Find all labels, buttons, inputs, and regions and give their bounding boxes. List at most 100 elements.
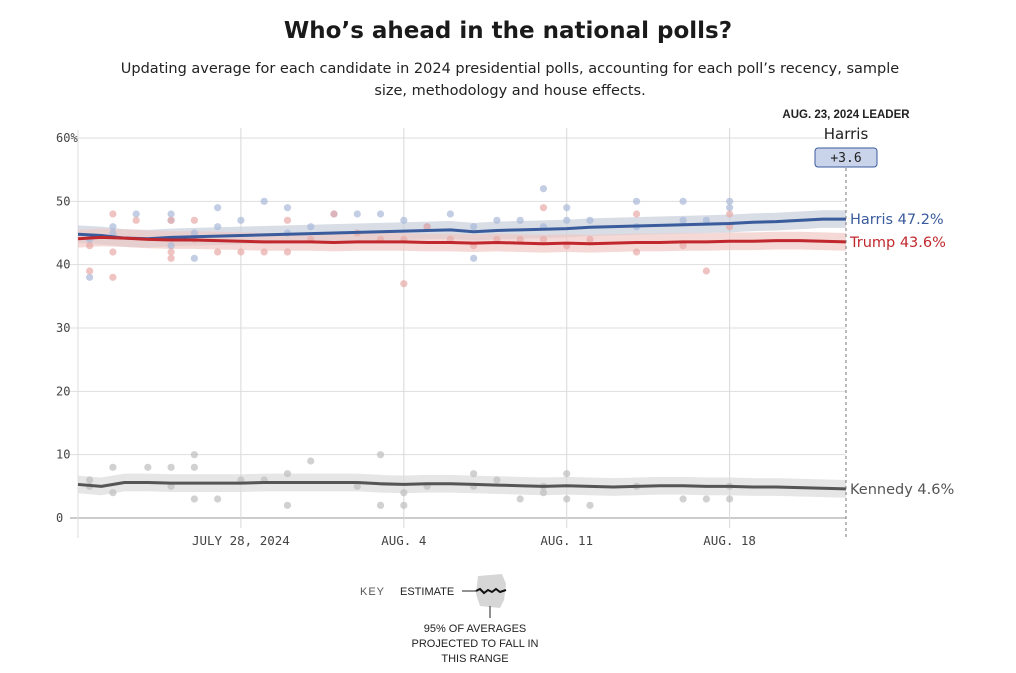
chart-title: Who’s ahead in the national polls? [283, 18, 733, 44]
average-line [77, 235, 847, 246]
x-tick-label: AUG. 4 [381, 533, 426, 548]
poll-dot [632, 210, 641, 218]
confidence-band [78, 473, 846, 498]
poll-dot [214, 248, 222, 256]
y-tick-label: 10 [56, 448, 70, 462]
poll-dot [190, 216, 198, 224]
grid: 0 10 20 30 40 50 60% JULY 28, 2024 AUG. 4 AUG. 11… [56, 128, 846, 548]
leader-box: AUG. 23, 2024 LEADER Harris +3.6 [782, 109, 910, 538]
x-tick-label: JULY 28, 2024 [192, 533, 290, 548]
poll-dot [563, 204, 571, 212]
x-tick-label: AUG. 11 [540, 533, 593, 548]
poll-dot [539, 489, 548, 497]
poll-dot [376, 210, 385, 218]
poll-dot [632, 248, 641, 256]
poll-dot [167, 248, 175, 256]
poll-dot [470, 254, 478, 262]
key-estimate-line [475, 587, 507, 595]
poll-dot [167, 210, 175, 218]
y-tick-label: 0 [56, 511, 63, 525]
poll-dot [539, 185, 548, 193]
y-tick-label: 40 [56, 258, 70, 272]
series-end-label: Kennedy 4.6% [850, 482, 954, 498]
average-line [77, 217, 846, 241]
poll-dot [109, 229, 117, 237]
poll-dot [307, 223, 315, 231]
poll-dot [493, 216, 501, 224]
poll-dot [586, 235, 594, 243]
poll-dot [539, 235, 548, 243]
poll-dot [109, 223, 117, 231]
poll-dot [214, 495, 222, 503]
poll-dot [400, 280, 408, 288]
legend-key: KEY ESTIMATE 95% OF AVERAGES PROJECTED T… [330, 570, 610, 670]
key-estimate-label: ESTIMATE [400, 586, 455, 598]
poll-dot [237, 216, 245, 224]
poll-dot [470, 470, 478, 478]
poll-dot [353, 482, 361, 490]
x-tick-label: AUG. 18 [703, 533, 756, 548]
leader-margin-badge [814, 147, 878, 168]
key-label: KEY [360, 586, 386, 598]
poll-dot [423, 223, 431, 231]
poll-dot [400, 489, 408, 497]
poll-dot [132, 216, 140, 224]
poll-dot [376, 501, 385, 509]
poll-dot [726, 210, 734, 218]
poll-dot [702, 216, 710, 224]
poll-dot [470, 223, 478, 231]
series-end-label: Trump 43.6% [849, 235, 946, 251]
leader-margin-value: +3.6 [830, 151, 861, 166]
poll-dot [726, 204, 734, 212]
poll-dot [214, 204, 222, 212]
poll-dot [726, 197, 734, 205]
poll-dot [86, 242, 94, 250]
key-range-note: 95% OF AVERAGES PROJECTED TO FALL IN THI… [411, 623, 539, 665]
poll-dot [400, 501, 408, 509]
y-tick-label: 50 [56, 194, 70, 208]
poll-dot [167, 254, 175, 262]
poll-dot [516, 216, 524, 224]
poll-dot [283, 204, 292, 212]
poll-dot [237, 248, 245, 256]
poll-dot [144, 463, 152, 471]
poll-dot [307, 457, 315, 465]
y-tick-label: 30 [56, 321, 70, 335]
poll-dot [702, 267, 710, 275]
poll-dot [260, 197, 268, 205]
poll-dot [330, 210, 338, 218]
chart-subtitle: Updating average for each candidate in 2… [120, 61, 900, 99]
poll-dot [353, 210, 361, 218]
poll-dot [214, 223, 222, 231]
poll-dots [86, 185, 734, 509]
key-estimate-swatch [462, 574, 507, 618]
poll-dot [190, 495, 198, 503]
poll-dot [563, 470, 571, 478]
poll-dot [400, 216, 408, 224]
poll-dot [190, 229, 198, 237]
poll-dot [702, 495, 710, 503]
poll-dot [539, 204, 548, 212]
poll-dot [86, 273, 94, 281]
poll-dot [679, 216, 687, 224]
poll-dot [167, 216, 175, 224]
poll-dot [563, 216, 571, 224]
poll-dot [109, 489, 117, 497]
poll-dot [283, 216, 292, 224]
poll-dot [283, 248, 292, 256]
poll-dot [679, 197, 687, 205]
poll-dot [516, 235, 524, 243]
series-labels: Harris 47.2% Trump 43.6% Kennedy 4.6% [849, 212, 954, 498]
y-tick-label: 20 [56, 384, 70, 398]
leader-date-label: AUG. 23, 2024 LEADER [782, 109, 910, 121]
average-line [77, 481, 847, 491]
poll-dot [190, 254, 198, 262]
poll-dot [132, 210, 140, 218]
poll-dot [376, 451, 385, 459]
average-lines [77, 217, 847, 491]
poll-dot [283, 470, 292, 478]
poll-dot [86, 267, 94, 275]
poll-dot [516, 495, 524, 503]
poll-dot [190, 463, 198, 471]
